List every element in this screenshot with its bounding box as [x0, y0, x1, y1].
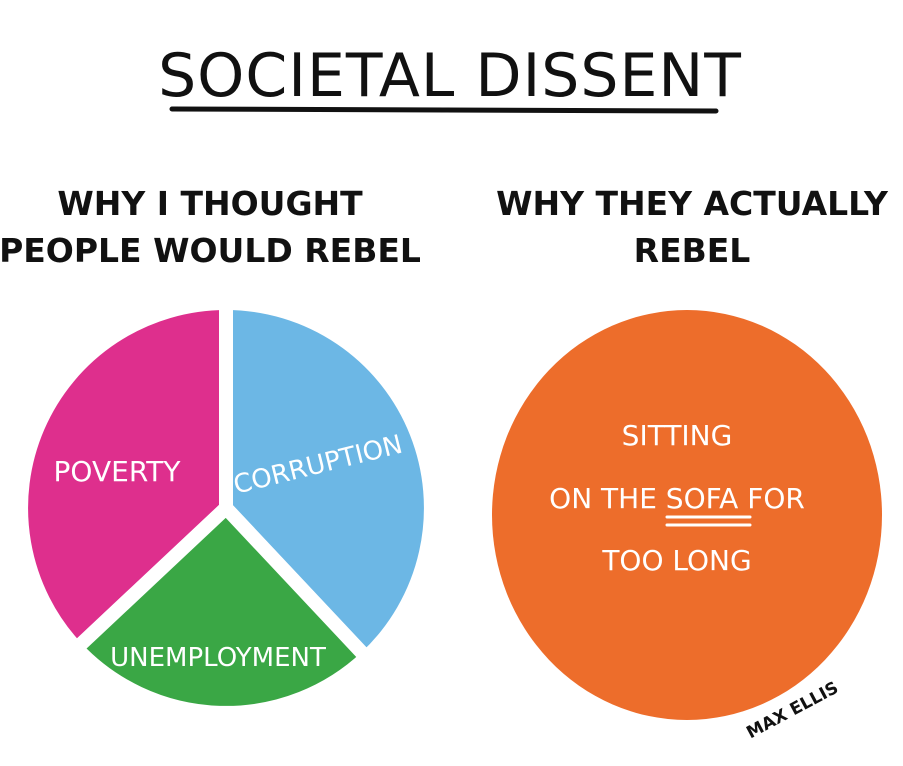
left-chart-title-line-2: PEOPLE WOULD REBEL [0, 231, 421, 270]
right-pie-full-slice [492, 310, 882, 720]
slice-label-line-3: TOO LONG [601, 544, 751, 577]
left-chart-title-line-1: WHY I THOUGHT [57, 184, 363, 223]
slice-label-poverty: POVERTY [54, 455, 182, 488]
pie-slice-corruption [219, 296, 438, 665]
page-title: SOCIETAL DISSENT [158, 41, 742, 111]
slice-label-line-2: ON THE SOFA FOR [549, 482, 805, 515]
left-pie-chart [14, 296, 438, 720]
pie-slice-unemployment [69, 501, 374, 720]
slice-label-line-1: SITTING [622, 419, 733, 452]
right-chart-title-line-1: WHY THEY ACTUALLY [496, 184, 889, 223]
pie-slice-poverty [14, 296, 233, 656]
right-chart-title-line-2: REBEL [634, 231, 751, 270]
title-underline [169, 106, 719, 114]
slice-label-unemployment: UNEMPLOYMENT [110, 643, 326, 673]
